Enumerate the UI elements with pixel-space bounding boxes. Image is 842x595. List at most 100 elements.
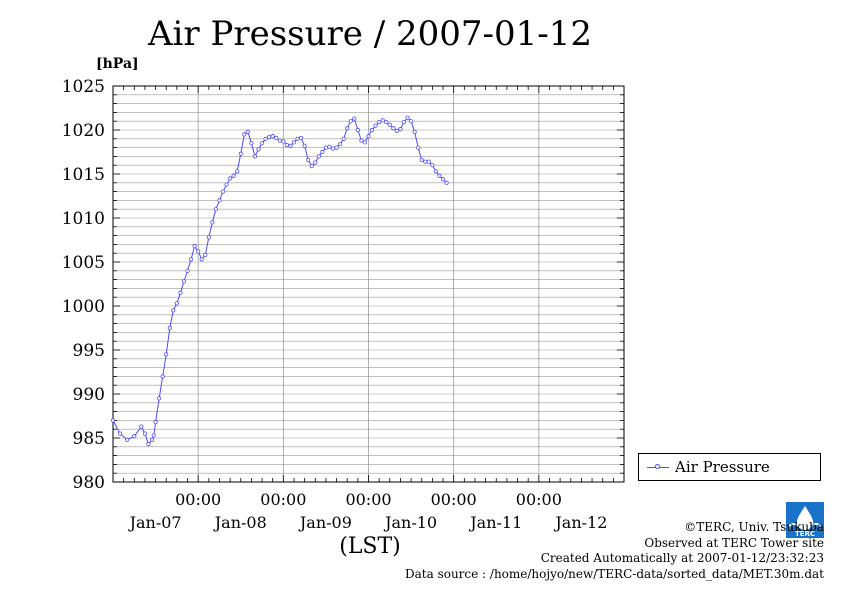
data-point bbox=[210, 220, 215, 225]
data-point bbox=[235, 169, 240, 174]
data-point bbox=[171, 308, 176, 313]
x-day-label: Jan-07 bbox=[128, 513, 182, 532]
data-point bbox=[164, 352, 169, 357]
data-point bbox=[228, 176, 233, 181]
data-point bbox=[405, 115, 410, 120]
data-point bbox=[391, 126, 396, 131]
data-point bbox=[320, 149, 325, 155]
y-tick-label: 1005 bbox=[62, 253, 105, 273]
data-point bbox=[231, 173, 236, 178]
x-tick-label: 00:00 bbox=[431, 490, 477, 509]
data-point bbox=[444, 180, 449, 185]
x-tick-label: 00:00 bbox=[175, 490, 221, 509]
data-point bbox=[242, 132, 247, 137]
credit-source: Data source : /home/hojyo/new/TERC-data/… bbox=[405, 566, 824, 581]
data-point bbox=[153, 420, 158, 425]
x-axis-unit: (LST) bbox=[339, 534, 401, 559]
data-point bbox=[220, 189, 226, 194]
credits: ©TERC, Univ. Tsukuba Observed at TERC To… bbox=[405, 520, 824, 582]
y-tick-label: 995 bbox=[73, 341, 105, 361]
x-day-label: Jan-08 bbox=[213, 513, 267, 532]
x-day-label: Jan-11 bbox=[468, 513, 522, 532]
data-point bbox=[213, 207, 219, 212]
data-point bbox=[362, 140, 368, 145]
x-day-label: Jan-12 bbox=[553, 513, 607, 532]
data-point bbox=[160, 374, 165, 379]
data-point bbox=[146, 442, 151, 447]
data-point bbox=[359, 138, 364, 143]
y-tick-label: 990 bbox=[73, 385, 105, 405]
data-point bbox=[440, 177, 446, 182]
data-point bbox=[348, 119, 353, 124]
legend: Air Pressure bbox=[638, 453, 821, 481]
terc-logo-icon: TERC bbox=[786, 502, 824, 538]
data-point bbox=[398, 127, 403, 132]
data-point bbox=[245, 129, 250, 134]
data-point bbox=[142, 431, 148, 436]
axes bbox=[112, 85, 625, 483]
data-point bbox=[291, 140, 297, 145]
data-point bbox=[298, 135, 304, 141]
data-point bbox=[270, 134, 275, 139]
data-point bbox=[206, 235, 211, 240]
data-point bbox=[377, 119, 382, 125]
data-point bbox=[174, 301, 179, 306]
data-point bbox=[252, 154, 258, 159]
data-point bbox=[295, 136, 300, 141]
y-tick-label: 1020 bbox=[62, 121, 105, 141]
data-point bbox=[281, 139, 286, 144]
data-point bbox=[419, 157, 424, 163]
data-point bbox=[149, 437, 155, 442]
data-point bbox=[181, 279, 187, 284]
data-point bbox=[178, 290, 183, 295]
data-point bbox=[217, 198, 222, 203]
data-point bbox=[157, 396, 162, 401]
data-point bbox=[110, 418, 116, 423]
data-point bbox=[306, 157, 311, 163]
data-point bbox=[125, 437, 130, 442]
x-tick-label: 00:00 bbox=[345, 490, 391, 509]
data-point bbox=[302, 143, 307, 148]
data-point bbox=[203, 252, 208, 258]
y-tick-label: 980 bbox=[73, 473, 105, 493]
data-point bbox=[384, 119, 389, 125]
data-point bbox=[401, 119, 407, 125]
x-tick-label: 00:00 bbox=[516, 490, 562, 509]
data-point bbox=[423, 159, 428, 164]
data-point bbox=[366, 134, 371, 139]
y-tick-label: 1025 bbox=[62, 77, 105, 97]
data-point bbox=[334, 145, 339, 150]
data-point bbox=[256, 147, 261, 152]
data-point bbox=[188, 257, 194, 262]
data-point bbox=[196, 249, 201, 254]
data-point bbox=[341, 136, 346, 141]
data-point bbox=[224, 182, 229, 187]
terc-logo: TERC bbox=[786, 502, 824, 538]
data-point bbox=[412, 129, 417, 134]
data-point bbox=[238, 151, 243, 156]
data-point bbox=[167, 325, 172, 331]
data-point bbox=[338, 141, 343, 147]
x-tick-label: 00:00 bbox=[260, 490, 306, 509]
data-point bbox=[369, 127, 375, 133]
data-point bbox=[327, 144, 332, 149]
tick-labels: 980 985 990 995 1000 1005 1010 1015 1020 1025 00:0… bbox=[62, 77, 608, 532]
data-point bbox=[330, 146, 336, 151]
data-point bbox=[433, 169, 439, 174]
data-point bbox=[192, 244, 197, 249]
data-point bbox=[426, 159, 431, 164]
data-point bbox=[117, 431, 123, 436]
data-point bbox=[284, 142, 289, 148]
data-point bbox=[345, 126, 350, 131]
data-point bbox=[259, 141, 265, 146]
data-point bbox=[132, 434, 137, 439]
data-point bbox=[309, 163, 314, 169]
credit-site: Observed at TERC Tower site bbox=[644, 535, 824, 550]
series-line bbox=[112, 116, 447, 446]
data-point bbox=[199, 257, 204, 262]
data-point bbox=[151, 433, 156, 438]
data-point bbox=[380, 118, 385, 123]
data-point bbox=[267, 134, 272, 140]
data-point bbox=[416, 145, 421, 150]
